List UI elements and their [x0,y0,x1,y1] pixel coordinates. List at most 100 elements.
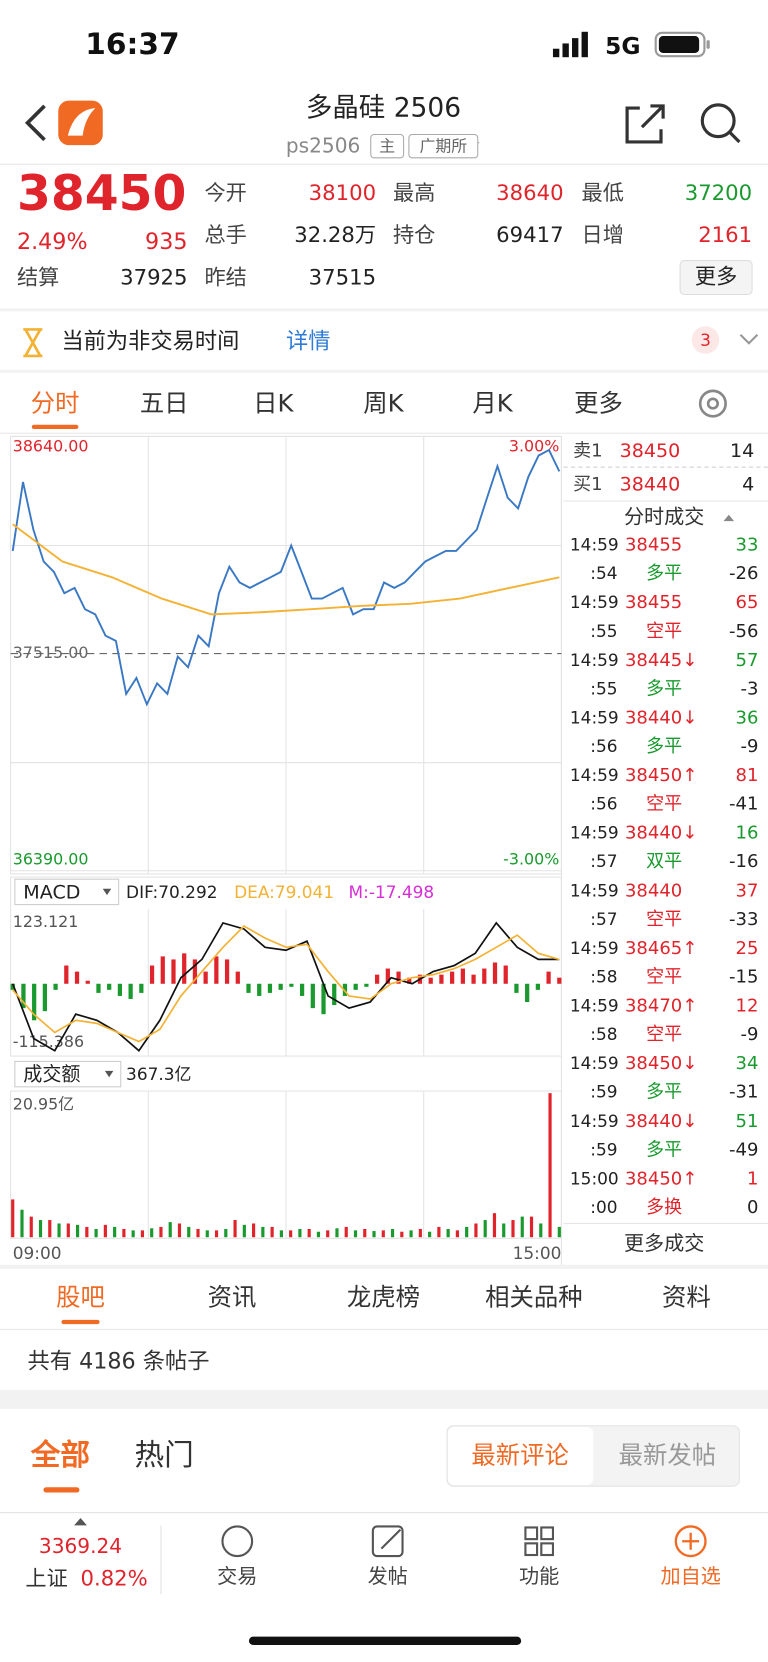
field-label: 持仓 [393,222,435,247]
macd-bar [224,959,230,984]
trade-time: 14:59 [570,1111,619,1131]
trade-price: 38440↓ [625,823,697,844]
macd-bar [546,971,551,984]
dif-line [11,921,560,1052]
section-tab[interactable]: 龙虎榜 [347,1283,420,1312]
trade-second: :59 [590,1082,617,1102]
trade-oi-change: -31 [729,1082,758,1103]
y2-tick-label: 3.00% [509,437,559,456]
clock: 16:37 [85,26,179,61]
volume-bar [483,1220,487,1238]
volume-bar [428,1231,432,1238]
post-filter[interactable]: 全部 [30,1437,90,1472]
macd-bar [342,983,348,996]
macd-bar [192,959,198,984]
battery-icon [654,31,710,58]
trade-time: 14:59 [570,707,619,727]
nav-label[interactable]: 加自选 [660,1564,720,1588]
sort-option[interactable]: 最新评论 [471,1441,568,1470]
volume-bar [474,1223,478,1238]
trade-icon[interactable] [221,1525,254,1558]
macd-bar [503,965,508,984]
sort-option[interactable]: 最新发帖 [619,1441,716,1470]
macd-bar [64,965,69,984]
macd-bar [310,983,315,1009]
nav-label[interactable]: 交易 [217,1564,257,1588]
section-tab[interactable]: 资料 [662,1283,711,1312]
chart-tab[interactable]: 周K [363,389,404,418]
volume-bar [520,1216,524,1238]
volume-bar [390,1228,395,1238]
volume-bar [224,1228,228,1238]
indicator-select[interactable] [14,1060,122,1088]
field-label: 今开 [204,180,246,205]
trade-oi-change: -16 [729,851,758,872]
indicator-value: DEA:79.041 [234,882,334,902]
volume-bar [455,1230,459,1238]
trade-time: 14:59 [570,592,619,612]
macd-bar [53,983,58,990]
macd-bar [439,974,444,984]
macd-bar [321,983,326,1015]
trade-time: 14:59 [570,996,619,1016]
back-button[interactable] [24,104,46,142]
trade-oi-change: -56 [729,621,758,642]
notice-link[interactable]: 详情 [286,329,330,355]
trade-oi-change: -3 [741,678,759,699]
chart-tab[interactable]: 月K [472,389,513,418]
macd-bar [117,983,123,996]
volume-bar [187,1226,191,1238]
macd-bar [203,971,208,984]
macd-bar [128,983,133,999]
volume-bar [279,1230,283,1238]
macd-bar [385,968,390,984]
add-watchlist-icon[interactable] [674,1525,707,1558]
y-tick-label: 36390.00 [13,850,89,869]
volume-bar [196,1228,200,1238]
macd-bar [374,974,380,984]
search-button[interactable] [700,103,741,144]
index-pct: 0.82% [81,1565,148,1590]
trade-price: 38440↓ [625,1111,697,1132]
chart-tab[interactable]: 分时 [31,389,80,418]
volume-bar [94,1228,98,1238]
volume-bar [344,1226,348,1238]
volume-bar [103,1224,107,1238]
macd-bar [299,983,305,996]
more-button[interactable] [679,260,753,296]
section-tab[interactable]: 资讯 [208,1283,257,1312]
macd-bar [460,968,465,984]
section-tab[interactable]: 相关品种 [485,1283,582,1312]
sort-option-active[interactable] [448,1426,594,1486]
post-icon[interactable] [371,1525,404,1558]
indicator-select[interactable] [14,878,120,906]
trade-kind: 空平 [646,621,682,642]
tag [408,133,479,159]
field-value: 37200 [685,180,752,205]
volume-bar [66,1223,70,1238]
share-button[interactable] [625,104,665,144]
collapse-button[interactable] [739,333,759,345]
more-trades[interactable]: 更多成交 [624,1231,704,1255]
macd-bar [353,983,358,990]
volume-bar [75,1224,80,1238]
function-icon[interactable] [524,1526,555,1557]
volume-bar [177,1223,182,1238]
trade-qty: 51 [736,1111,759,1132]
chart-tab[interactable]: 日K [253,389,294,418]
macd-bar [139,983,144,993]
more-button-label[interactable]: 更多 [695,264,737,289]
chart-tab[interactable]: 五日 [140,389,189,418]
nav-label[interactable]: 发帖 [368,1564,408,1588]
settings-button[interactable] [698,389,727,418]
post-filter[interactable]: 热门 [135,1437,194,1472]
section-tab[interactable]: 股吧 [56,1283,105,1312]
volume-bar [335,1228,339,1238]
chart-tab[interactable]: 更多 [574,389,623,418]
indicator-value: M:-17.498 [349,882,435,902]
volume-bar [242,1224,246,1238]
nav-label[interactable]: 功能 [519,1564,559,1588]
trade-qty: 36 [736,707,759,728]
trade-kind: 多平 [646,736,682,757]
y-tick-label: 38640.00 [13,437,89,456]
